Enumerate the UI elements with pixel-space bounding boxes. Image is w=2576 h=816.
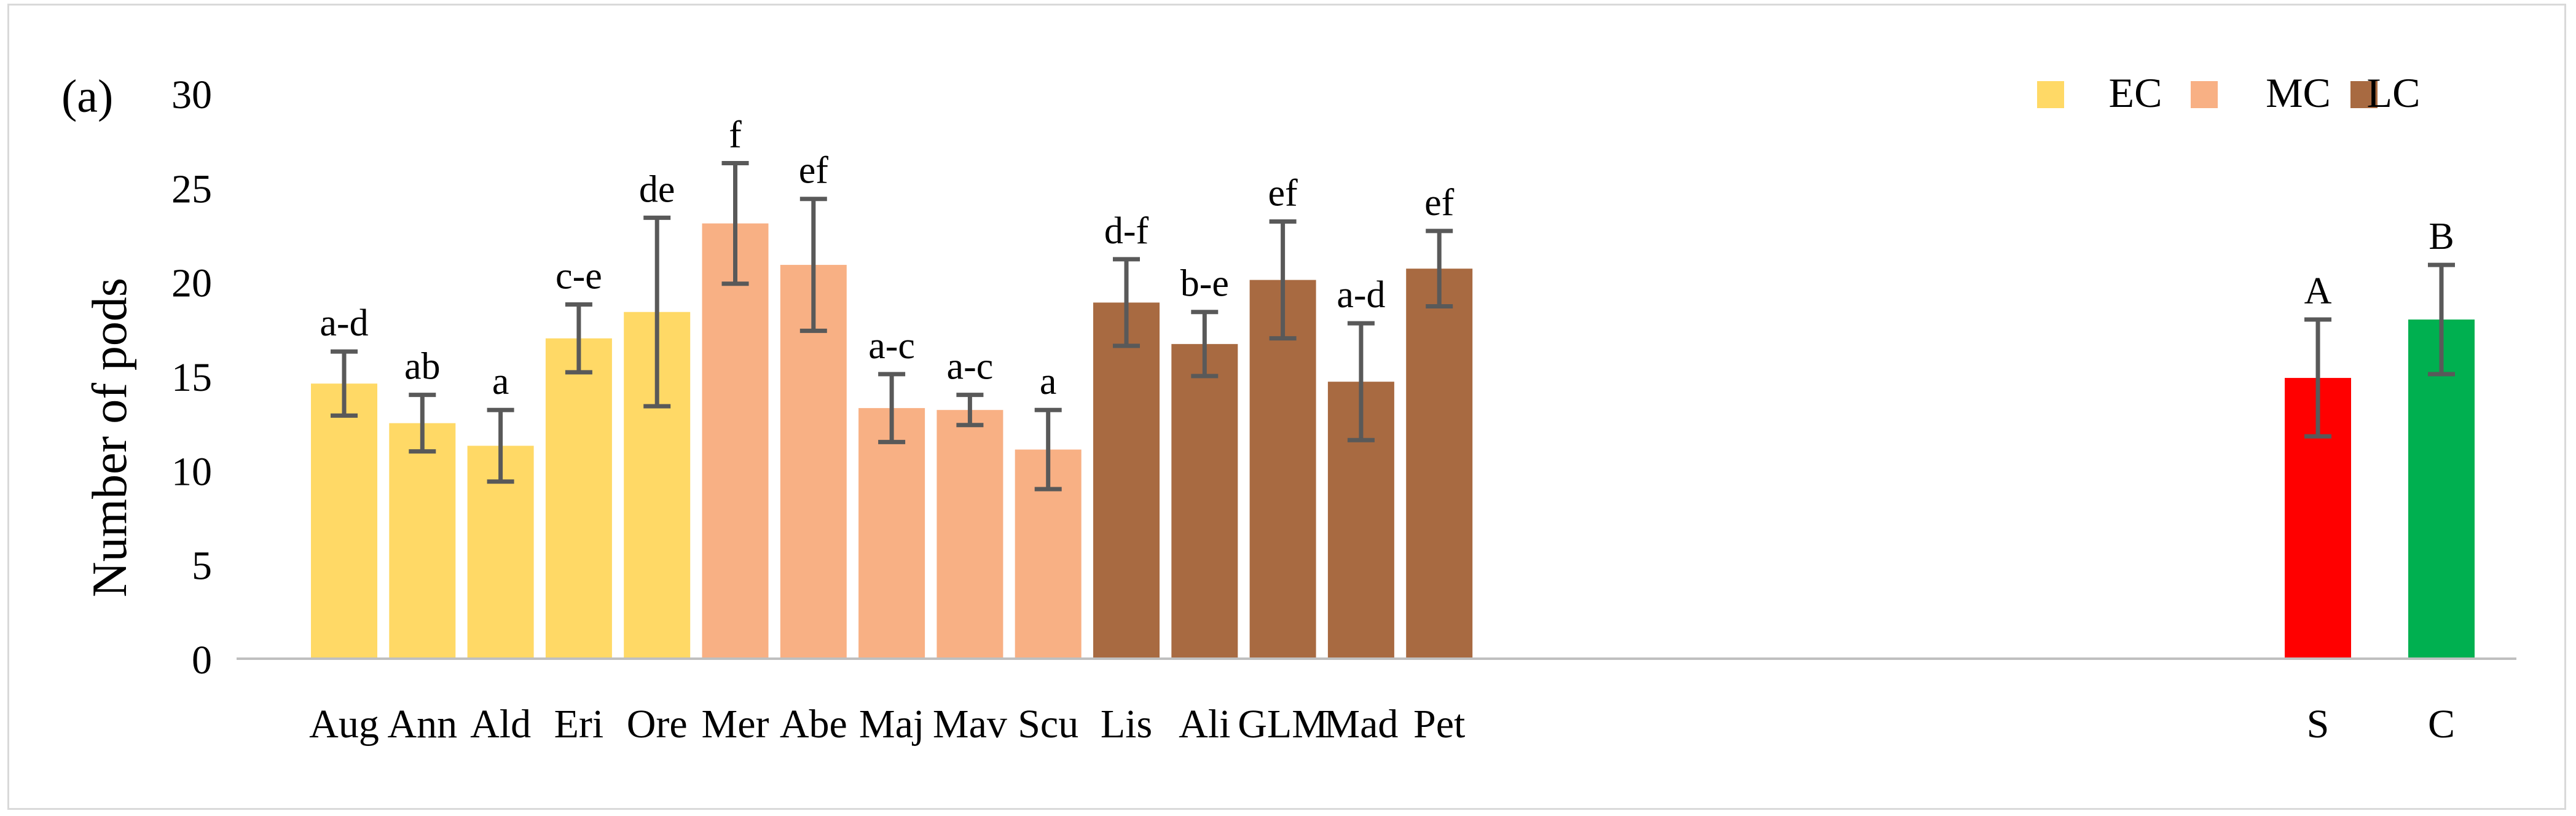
x-tick-label: Ald xyxy=(470,702,531,747)
y-tick-label: 5 xyxy=(192,544,212,589)
significance-label: a-d xyxy=(1337,274,1385,316)
bar-maj xyxy=(858,408,925,659)
legend-label-ec: EC xyxy=(2109,69,2162,116)
x-tick-label: C xyxy=(2428,702,2455,747)
x-tick-label: Ore xyxy=(627,702,688,747)
legend: EC MC LC xyxy=(2037,69,2420,116)
significance-label: a-d xyxy=(320,302,368,344)
bar-lis xyxy=(1093,302,1160,659)
y-tick-label: 0 xyxy=(192,638,212,683)
significance-label: a xyxy=(1040,361,1057,402)
x-tick-label: Mad xyxy=(1324,702,1398,747)
x-tick-label: S xyxy=(2307,702,2330,747)
significance-label: c-e xyxy=(556,255,602,297)
x-tick-label: GLM xyxy=(1238,702,1328,747)
panel-label: (a) xyxy=(61,71,113,122)
x-tick-label: Pet xyxy=(1413,702,1465,747)
significance-label: A xyxy=(2304,270,2332,312)
bar-mav xyxy=(937,410,1003,659)
bar-aug xyxy=(311,383,377,659)
significance-label: ef xyxy=(1268,173,1298,214)
legend-swatch-ec xyxy=(2037,81,2064,108)
significance-label: de xyxy=(639,168,675,210)
y-tick-label: 15 xyxy=(171,355,212,400)
x-tick-label: Mav xyxy=(933,702,1007,747)
significance-label: B xyxy=(2429,216,2454,257)
y-axis-label: Number of pods xyxy=(83,278,137,597)
significance-label: ef xyxy=(799,150,829,192)
y-tick-label: 30 xyxy=(171,73,212,117)
legend-swatch-lc xyxy=(2350,81,2378,108)
x-tick-label: Aug xyxy=(309,702,379,747)
significance-label: b-e xyxy=(1180,263,1229,305)
x-tick-label: Maj xyxy=(859,702,924,747)
significance-label: ef xyxy=(1424,182,1455,224)
bar-mer xyxy=(702,223,769,659)
x-tick-label: Lis xyxy=(1101,702,1152,747)
legend-label-lc: LC xyxy=(2367,69,2421,116)
x-tick-label: Mer xyxy=(702,702,769,747)
bar-ali xyxy=(1171,343,1238,659)
significance-label: d-f xyxy=(1104,210,1149,252)
y-tick-label: 10 xyxy=(171,449,212,494)
bar-ann xyxy=(389,423,456,659)
significance-label: a xyxy=(492,361,509,402)
x-tick-label: Abe xyxy=(780,702,847,747)
x-tick-label: Scu xyxy=(1018,702,1078,747)
bar-glm xyxy=(1249,280,1316,659)
significance-label: ab xyxy=(404,346,441,388)
y-tick-label: 20 xyxy=(171,261,212,306)
significance-label: a-c xyxy=(947,346,994,388)
bar-pet xyxy=(1406,269,1473,659)
legend-swatch-mc xyxy=(2191,81,2218,108)
x-tick-label: Ann xyxy=(387,702,457,747)
y-tick-label: 25 xyxy=(171,167,212,211)
significance-label: a-c xyxy=(868,325,915,367)
x-tick-label: Ali xyxy=(1179,702,1230,747)
x-tick-label: Eri xyxy=(554,702,604,747)
legend-label-mc: MC xyxy=(2266,69,2331,116)
chart-frame xyxy=(7,4,2566,810)
significance-label: f xyxy=(729,114,742,155)
bar-eri xyxy=(545,338,612,659)
